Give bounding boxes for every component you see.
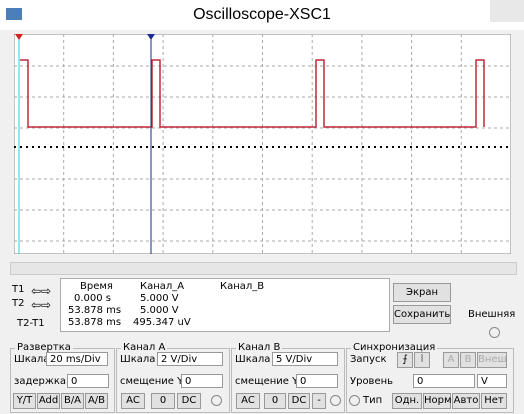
radio[interactable] — [349, 395, 360, 406]
scale-input[interactable]: 5 V/Div — [272, 352, 338, 366]
offset-input[interactable]: 0 — [67, 374, 109, 388]
app-icon — [6, 8, 22, 20]
coupling-button[interactable]: AC — [236, 393, 260, 409]
scrollbar[interactable] — [10, 262, 517, 275]
readout-header: Канал_B — [220, 281, 265, 292]
offset-input[interactable]: 0 — [181, 374, 223, 388]
field-label: смещение Y — [120, 376, 184, 387]
readout-value: 495.347 uV — [133, 317, 191, 328]
channel-b-group: Канал B Шкала 5 V/Div смещение Y 0 AC 0 … — [231, 342, 345, 413]
type-button[interactable]: Норм — [423, 393, 452, 409]
field-label: Уровень — [350, 376, 394, 387]
offset-input[interactable]: 0 — [296, 374, 338, 388]
readout-value: 5.000 V — [140, 305, 179, 316]
external-label: Внешняя — [468, 309, 516, 320]
edge-button[interactable]: ⦚ — [414, 352, 430, 368]
window-title: Oscilloscope-XSC1 — [193, 6, 331, 23]
scope-screen — [14, 34, 511, 254]
cursor-label: T2-T1 — [17, 318, 45, 329]
coupling-button[interactable]: DC — [288, 393, 310, 409]
save-button[interactable]: Сохранить — [393, 305, 451, 324]
field-label: Запуск — [350, 354, 387, 365]
type-button[interactable]: Одн. — [392, 393, 422, 409]
readout-value: 5.000 V — [140, 293, 179, 304]
scale-input[interactable]: 2 V/Div — [157, 352, 223, 366]
level-unit[interactable]: V — [477, 374, 507, 388]
readout-panel — [60, 278, 390, 332]
radio[interactable] — [211, 395, 222, 406]
timebase-group: Развертка Шкала 20 ms/Div задержка X 0 Y… — [10, 342, 115, 413]
readout-value: 53.878 ms — [68, 305, 122, 316]
group-title: Канал B — [236, 342, 283, 353]
readout-value: 0.000 s — [74, 293, 112, 304]
screen-button[interactable]: Экран — [393, 283, 451, 302]
cursor-label: T1 — [12, 284, 25, 295]
title-bar — [0, 0, 524, 30]
type-button[interactable]: Авто — [452, 393, 480, 409]
trigger-group: Синхронизация Запуск ⨍ ⦚ A B Внеш Уровен… — [346, 342, 514, 413]
external-radio[interactable] — [489, 327, 500, 338]
coupling-button[interactable]: 0 — [151, 393, 175, 409]
cursor-label: T2 — [12, 298, 25, 309]
type-button[interactable]: Нет — [481, 393, 507, 409]
scale-input[interactable]: 20 ms/Div — [46, 352, 108, 366]
group-title: Развертка — [15, 342, 73, 353]
cursor-arrows[interactable]: ⇦⇨ — [31, 284, 52, 298]
cursor-arrows[interactable]: ⇦⇨ — [31, 298, 52, 312]
mode-button[interactable]: Add — [37, 393, 60, 409]
mode-button[interactable]: Y/T — [13, 393, 36, 409]
level-input[interactable]: 0 — [413, 374, 475, 388]
coupling-button[interactable]: DC — [177, 393, 201, 409]
source-button[interactable]: Внеш — [477, 352, 507, 368]
field-label: Шкала — [235, 354, 271, 365]
field-label: смещение Y — [235, 376, 299, 387]
close-button[interactable] — [490, 0, 524, 22]
source-button[interactable]: A — [443, 352, 459, 368]
channel-a-group: Канал A Шкала 2 V/Div смещение Y 0 AC 0 … — [116, 342, 230, 413]
source-button[interactable]: B — [460, 352, 476, 368]
readout-header: Канал_A — [140, 281, 185, 292]
field-label: Тип — [363, 395, 383, 406]
readout-header: Время — [80, 281, 113, 292]
field-label: Шкала — [14, 354, 50, 365]
mode-button[interactable]: A/B — [85, 393, 108, 409]
group-title: Синхронизация — [351, 342, 438, 353]
coupling-button[interactable]: 0 — [264, 393, 286, 409]
field-label: задержка X — [14, 376, 77, 387]
readout-value: 53.878 ms — [68, 317, 122, 328]
radio[interactable] — [330, 395, 341, 406]
field-label: Шкала — [120, 354, 156, 365]
group-title: Канал A — [121, 342, 168, 353]
coupling-button[interactable]: - — [312, 393, 326, 409]
coupling-button[interactable]: AC — [121, 393, 145, 409]
mode-button[interactable]: B/A — [61, 393, 84, 409]
edge-button[interactable]: ⨍ — [397, 352, 413, 368]
